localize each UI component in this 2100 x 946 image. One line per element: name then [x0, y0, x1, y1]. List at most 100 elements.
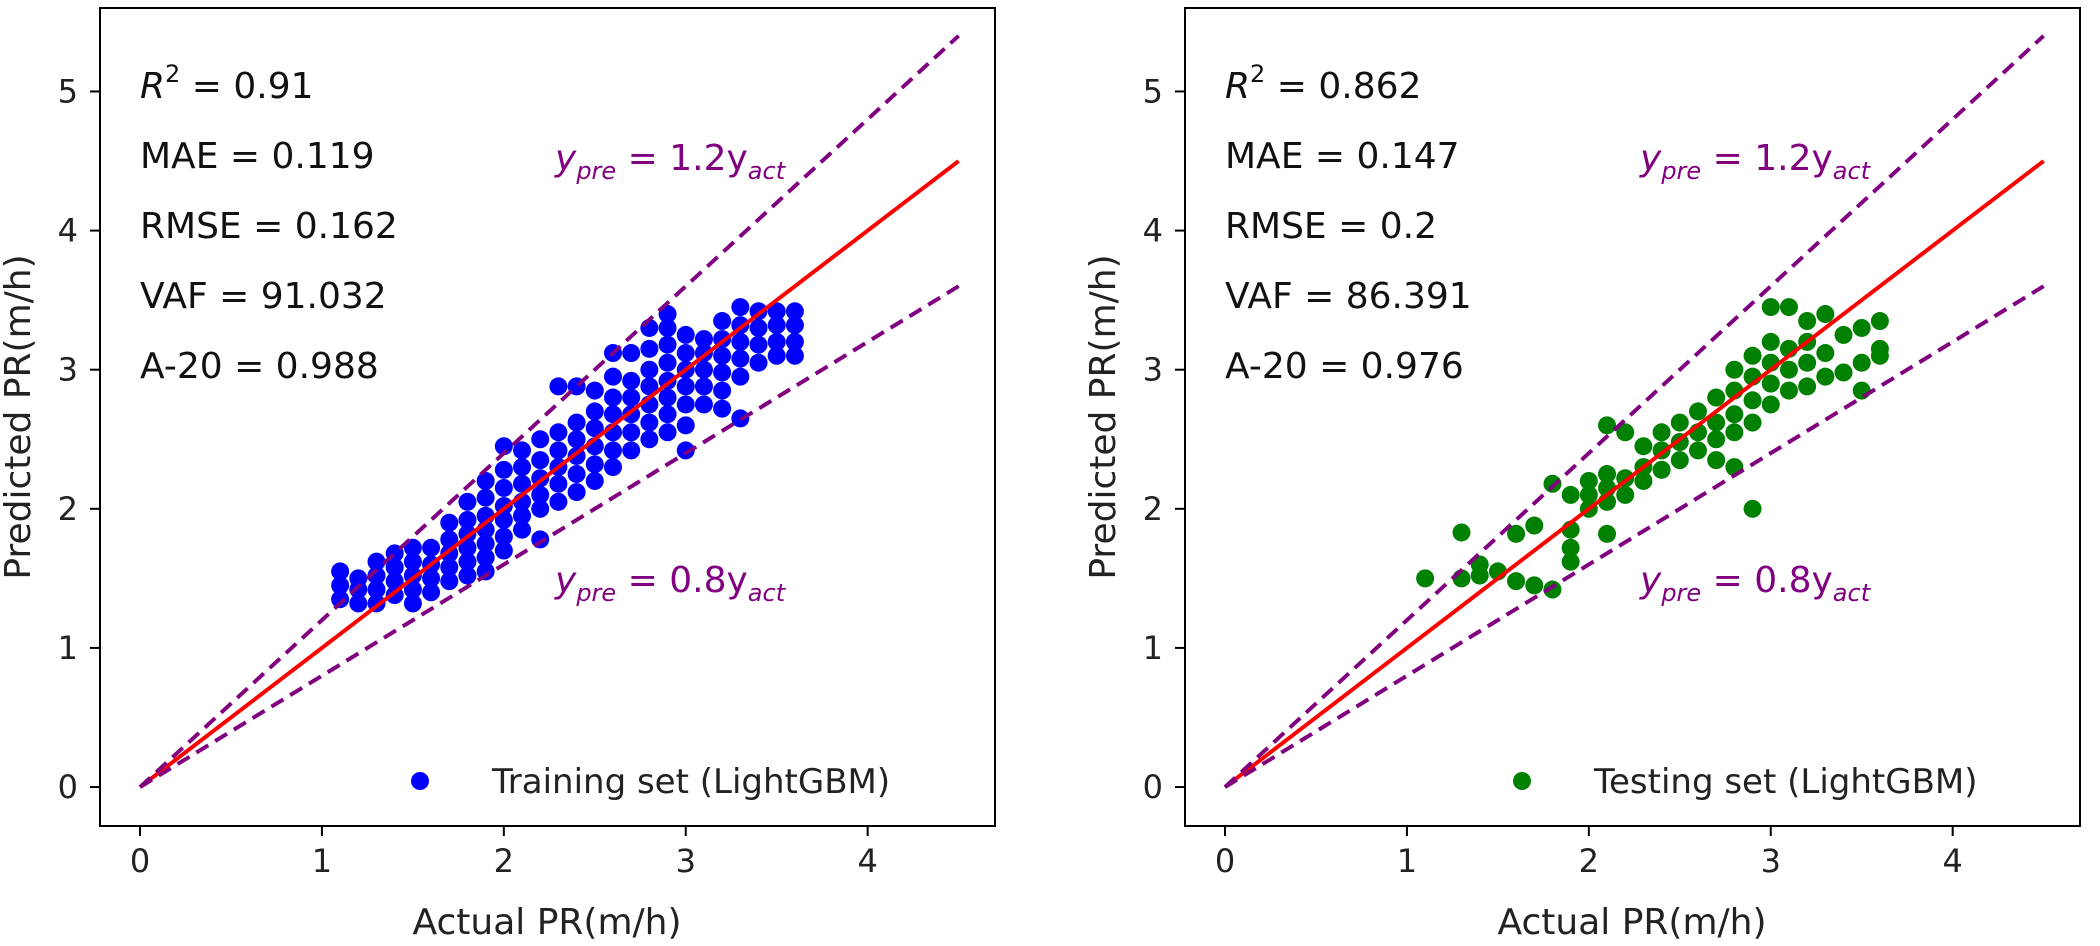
- reference-lines: [138, 34, 960, 789]
- data-point: [494, 437, 513, 456]
- data-point: [676, 395, 695, 414]
- data-point: [458, 538, 477, 557]
- data-point: [622, 441, 641, 460]
- data-point: [785, 332, 804, 351]
- data-point: [694, 360, 713, 379]
- data-point: [476, 471, 495, 490]
- data-point: [458, 510, 477, 529]
- data-point: [494, 527, 513, 546]
- y-tick-label: 0: [58, 768, 78, 806]
- data-point: [658, 335, 677, 354]
- data-point: [749, 353, 768, 372]
- data-point: [767, 346, 786, 365]
- scatter-points: [1416, 298, 1889, 599]
- x-tick-label: 4: [1942, 842, 1962, 880]
- data-point: [1743, 391, 1762, 410]
- data-point: [1579, 485, 1598, 504]
- y-tick-label: 3: [58, 351, 78, 389]
- bound-line: [1223, 34, 2045, 789]
- data-point: [1670, 413, 1689, 432]
- data-point: [1616, 423, 1635, 442]
- bound-line: [138, 284, 960, 789]
- upper-bound-annotation: ypre = 1.2yact: [554, 138, 787, 185]
- data-point: [749, 335, 768, 354]
- y-tick-label: 2: [58, 490, 78, 528]
- data-point: [1779, 360, 1798, 379]
- x-axis-label: Actual PR(m/h): [412, 902, 681, 943]
- plot-area-frame: [1184, 7, 2081, 827]
- mae-stat: MAE = 0.119: [140, 136, 375, 177]
- y-tick-label: 5: [1143, 72, 1163, 110]
- data-point: [731, 367, 750, 386]
- data-point: [513, 458, 532, 477]
- data-point: [1707, 413, 1726, 432]
- data-point: [531, 485, 550, 504]
- y-tick-label: 4: [1143, 212, 1163, 250]
- data-point: [1834, 325, 1853, 344]
- data-point: [713, 381, 732, 400]
- data-point: [1507, 524, 1526, 543]
- data-point: [1634, 437, 1653, 456]
- data-point: [1743, 413, 1762, 432]
- data-point: [1779, 381, 1798, 400]
- data-point: [1543, 474, 1562, 493]
- data-point: [440, 530, 459, 549]
- data-point: [422, 569, 441, 588]
- data-point: [713, 312, 732, 331]
- data-point: [658, 388, 677, 407]
- data-point: [658, 423, 677, 442]
- data-point: [1798, 353, 1817, 372]
- bound-line: [1223, 284, 2045, 789]
- y-tick-label: 5: [58, 72, 78, 110]
- data-point: [640, 360, 659, 379]
- data-point: [1652, 423, 1671, 442]
- data-point: [1652, 460, 1671, 479]
- data-point: [585, 419, 604, 438]
- x-axis-label: Actual PR(m/h): [1497, 902, 1766, 943]
- legend-marker: [1513, 772, 1531, 790]
- data-point: [513, 506, 532, 525]
- data-point: [603, 458, 622, 477]
- testing-panel: 0 1 2 3 4 0 1 2 3 4 5 Actual PR(m/h) Predicted PR(…: [1083, 7, 2081, 943]
- lower-bound-annotation: ypre = 0.8yact: [554, 560, 787, 607]
- data-point: [658, 405, 677, 424]
- y-axis-label: Predicted PR(m/h): [1083, 254, 1124, 579]
- data-point: [367, 566, 386, 585]
- legend-label: Testing set (LightGBM): [1593, 762, 1978, 802]
- x-tick-label: 0: [130, 842, 150, 880]
- data-point: [1761, 395, 1780, 414]
- data-point: [1688, 402, 1707, 421]
- data-point: [1598, 465, 1617, 484]
- data-point: [494, 510, 513, 529]
- data-point: [549, 377, 568, 396]
- data-point: [713, 399, 732, 418]
- data-point: [585, 471, 604, 490]
- data-point: [622, 344, 641, 363]
- data-point: [1707, 388, 1726, 407]
- data-point: [1543, 580, 1562, 599]
- data-point: [331, 576, 350, 595]
- data-point: [676, 325, 695, 344]
- data-point: [531, 499, 550, 518]
- data-point: [603, 367, 622, 386]
- data-point: [531, 430, 550, 449]
- x-tick-label: 1: [312, 842, 332, 880]
- data-point: [513, 441, 532, 460]
- data-point: [513, 474, 532, 493]
- data-point: [1816, 305, 1835, 324]
- x-tick-label: 2: [494, 842, 514, 880]
- data-point: [1688, 441, 1707, 460]
- rmse-stat: RMSE = 0.2: [1225, 206, 1437, 247]
- data-point: [694, 330, 713, 349]
- x-tick-label: 3: [676, 842, 696, 880]
- data-point: [585, 455, 604, 474]
- data-point: [349, 594, 368, 613]
- data-point: [731, 349, 750, 368]
- data-point: [1852, 381, 1871, 400]
- data-point: [531, 451, 550, 470]
- bound-line: [138, 34, 960, 789]
- data-point: [494, 478, 513, 497]
- data-point: [713, 363, 732, 382]
- data-point: [494, 541, 513, 560]
